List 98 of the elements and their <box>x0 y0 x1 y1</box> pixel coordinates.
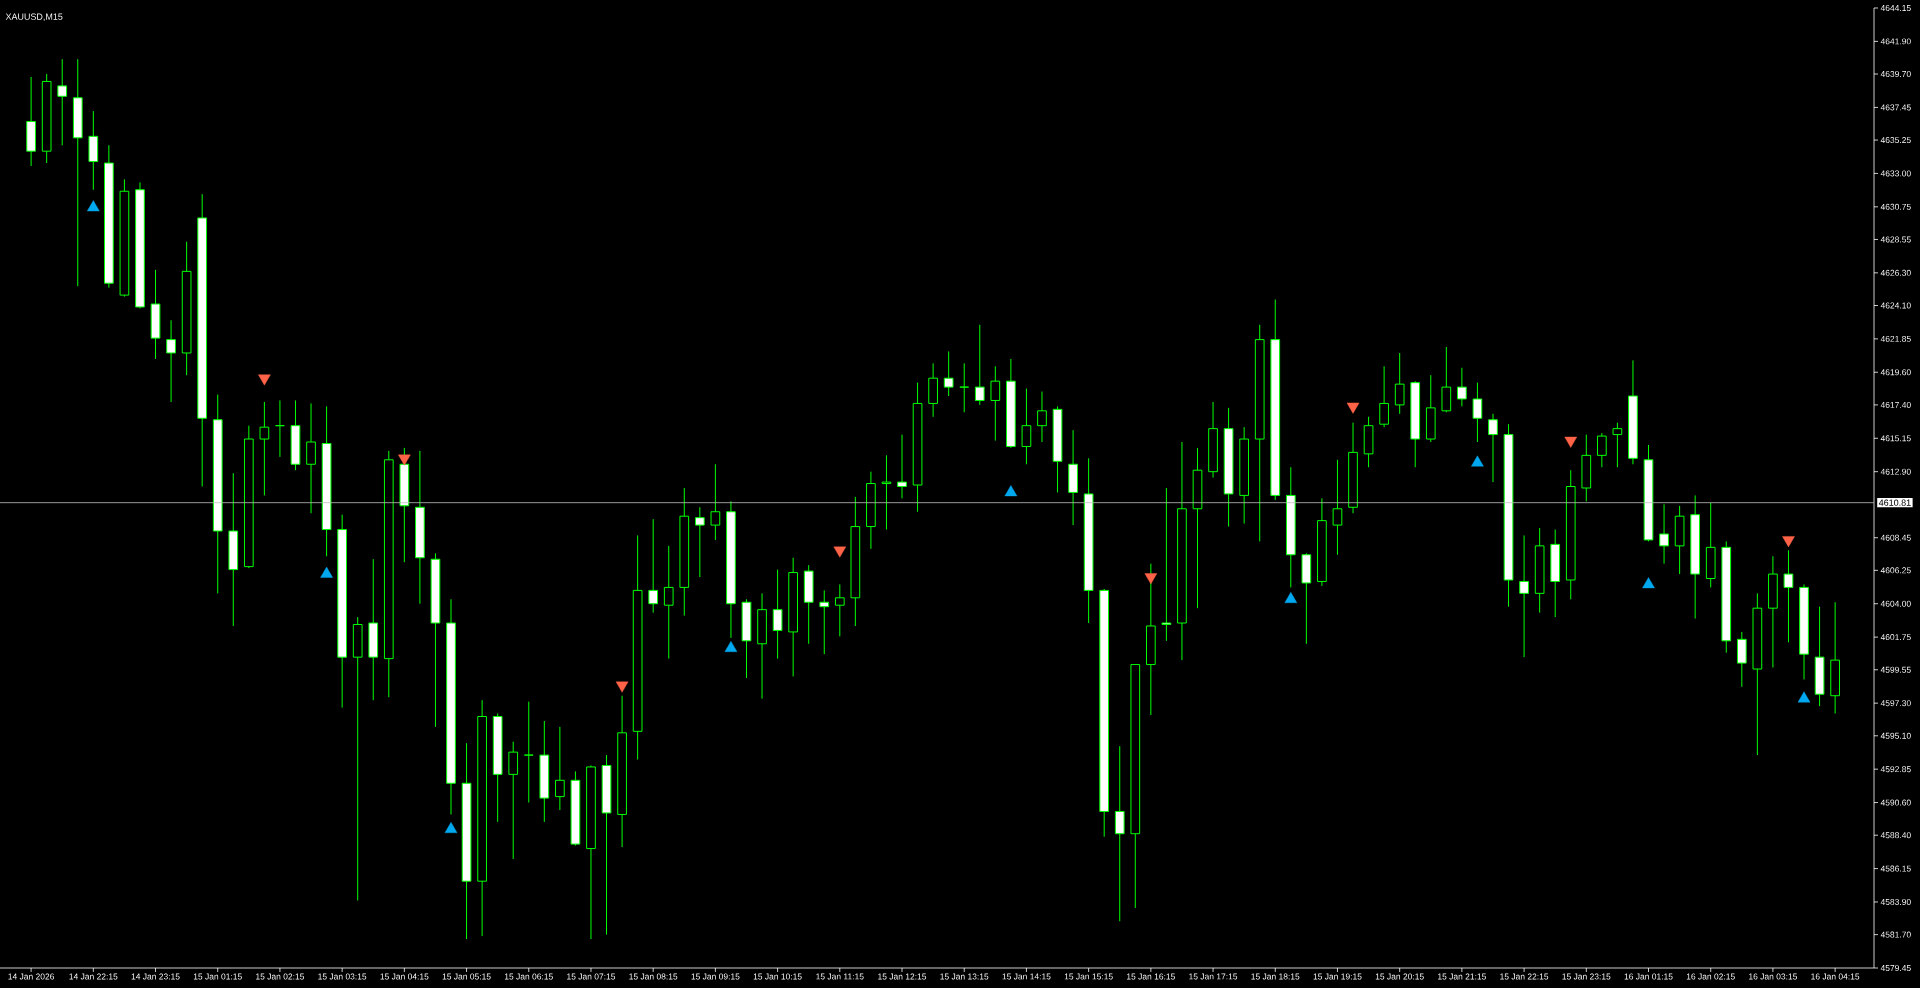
candlestick <box>710 463 721 541</box>
y-tick-label: 4595.10 <box>1880 732 1911 739</box>
candlestick <box>1457 367 1467 407</box>
x-tick-label: 15 Jan 04:15 <box>380 973 429 980</box>
y-tick-label: 4615.15 <box>1880 435 1911 442</box>
x-tick-label: 15 Jan 03:15 <box>318 973 367 980</box>
candlestick <box>1114 745 1125 922</box>
candlestick <box>834 583 845 637</box>
x-tick-label: 15 Jan 11:15 <box>816 973 864 980</box>
candlestick <box>166 319 176 403</box>
x-tick-label: 15 Jan 06:15 <box>504 973 553 980</box>
candlestick <box>1441 346 1452 413</box>
x-tick-label: 14 Jan 2026 <box>8 973 55 980</box>
x-tick-label: 15 Jan 15:15 <box>1064 973 1113 980</box>
candlestick <box>1612 422 1623 468</box>
y-tick-label: 4586.15 <box>1880 865 1911 872</box>
candlestick <box>1161 487 1172 642</box>
x-tick-label: 15 Jan 01:15 <box>193 973 242 980</box>
x-tick-label: 15 Jan 17:15 <box>1189 973 1238 980</box>
x-tick-label: 16 Jan 02:15 <box>1686 973 1735 980</box>
y-tick-label: 4639.70 <box>1880 71 1911 78</box>
x-tick-label: 15 Jan 18:15 <box>1251 973 1300 980</box>
candlestick <box>1659 503 1669 565</box>
candlestick <box>306 402 316 514</box>
candlestick <box>819 589 830 655</box>
y-tick-label: 4592.85 <box>1880 766 1911 773</box>
candlestick <box>523 701 534 804</box>
x-tick-label: 16 Jan 04:15 <box>1811 973 1860 980</box>
x-tick-label: 15 Jan 20:15 <box>1375 973 1424 980</box>
candlestick <box>1332 459 1343 556</box>
x-tick-label: 15 Jan 02:15 <box>256 973 305 980</box>
y-tick-label: 4633.00 <box>1880 170 1911 177</box>
x-tick-label: 15 Jan 09:15 <box>691 973 740 980</box>
candlestick <box>1379 365 1389 428</box>
x-tick-label: 15 Jan 21:15 <box>1438 973 1486 980</box>
y-tick-label: 4604.00 <box>1880 600 1911 607</box>
x-tick-label: 15 Jan 23:15 <box>1562 973 1611 980</box>
candlestick <box>1472 382 1483 443</box>
x-tick-label: 15 Jan 22:15 <box>1500 973 1549 980</box>
candlestick <box>1596 432 1607 468</box>
y-tick-label: 4637.45 <box>1880 104 1911 111</box>
x-tick-label: 15 Jan 12:15 <box>878 973 927 980</box>
y-tick-label: 4581.70 <box>1880 931 1911 938</box>
x-tick-label: 15 Jan 07:15 <box>567 973 616 980</box>
x-tick-label: 16 Jan 03:15 <box>1749 973 1798 980</box>
candlestick <box>1519 534 1529 658</box>
x-tick-label: 14 Jan 23:15 <box>131 973 180 980</box>
candlestick <box>1037 391 1047 443</box>
x-tick-label: 15 Jan 10:15 <box>753 973 802 980</box>
candlestick <box>1783 549 1794 643</box>
candlestick <box>1394 352 1405 415</box>
text: XAUUSD,M15 <box>5 13 63 21</box>
candlestick <box>1736 631 1747 688</box>
x-tick-label: 15 Jan 19:15 <box>1313 973 1362 980</box>
y-tick-label: 4628.55 <box>1880 236 1911 243</box>
x-tick-label: 16 Jan 01:15 <box>1624 973 1673 980</box>
ref-line-label: 4610.81 <box>1878 499 1911 506</box>
y-tick-label: 4597.30 <box>1880 700 1911 707</box>
x-tick-label: 15 Jan 13:15 <box>940 973 989 980</box>
y-tick-label: 4617.40 <box>1880 401 1911 408</box>
y-tick-label: 4612.90 <box>1880 468 1911 475</box>
x-tick-label: 15 Jan 14:15 <box>1002 973 1051 980</box>
candlestick <box>881 454 892 531</box>
y-tick-label: 4588.40 <box>1880 832 1911 839</box>
candlestick <box>694 506 705 578</box>
candlestick <box>959 362 970 413</box>
x-tick-label: 15 Jan 16:15 <box>1127 973 1175 980</box>
y-tick-label: 4590.60 <box>1880 799 1911 806</box>
y-tick-label: 4579.45 <box>1880 965 1911 971</box>
y-tick-label: 4624.10 <box>1880 302 1911 309</box>
y-tick-label: 4635.25 <box>1880 137 1911 144</box>
candlestick <box>663 545 674 660</box>
y-tick-label: 4608.45 <box>1880 534 1911 541</box>
y-tick-label: 4606.25 <box>1880 567 1911 574</box>
x-tick-label: 15 Jan 05:15 <box>442 973 491 980</box>
y-tick-label: 4644.15 <box>1880 5 1911 11</box>
y-tick-label: 4630.75 <box>1880 203 1911 210</box>
candlestick <box>508 741 519 860</box>
candlestick <box>648 518 659 614</box>
y-tick-label: 4599.55 <box>1880 666 1911 673</box>
y-tick-label: 4626.30 <box>1880 269 1911 276</box>
candlestick <box>897 434 907 499</box>
y-tick-label: 4621.85 <box>1880 335 1911 342</box>
candlestick <box>259 401 270 496</box>
candlestick <box>1488 413 1498 483</box>
y-tick-label: 4619.60 <box>1880 369 1911 376</box>
candlestick <box>555 726 565 811</box>
candlestick <box>990 365 1001 442</box>
y-tick-label: 4583.90 <box>1880 898 1911 905</box>
y-tick-label: 4601.75 <box>1880 634 1911 641</box>
candlestick <box>772 569 783 660</box>
candlestick <box>974 324 985 406</box>
x-tick-label: 15 Jan 08:15 <box>629 973 678 980</box>
x-tick-label: 14 Jan 22:15 <box>69 973 118 980</box>
candlestick <box>57 58 68 146</box>
candlestick <box>943 350 954 397</box>
candlestick <box>1021 388 1032 465</box>
y-tick-label: 4641.90 <box>1880 38 1911 45</box>
